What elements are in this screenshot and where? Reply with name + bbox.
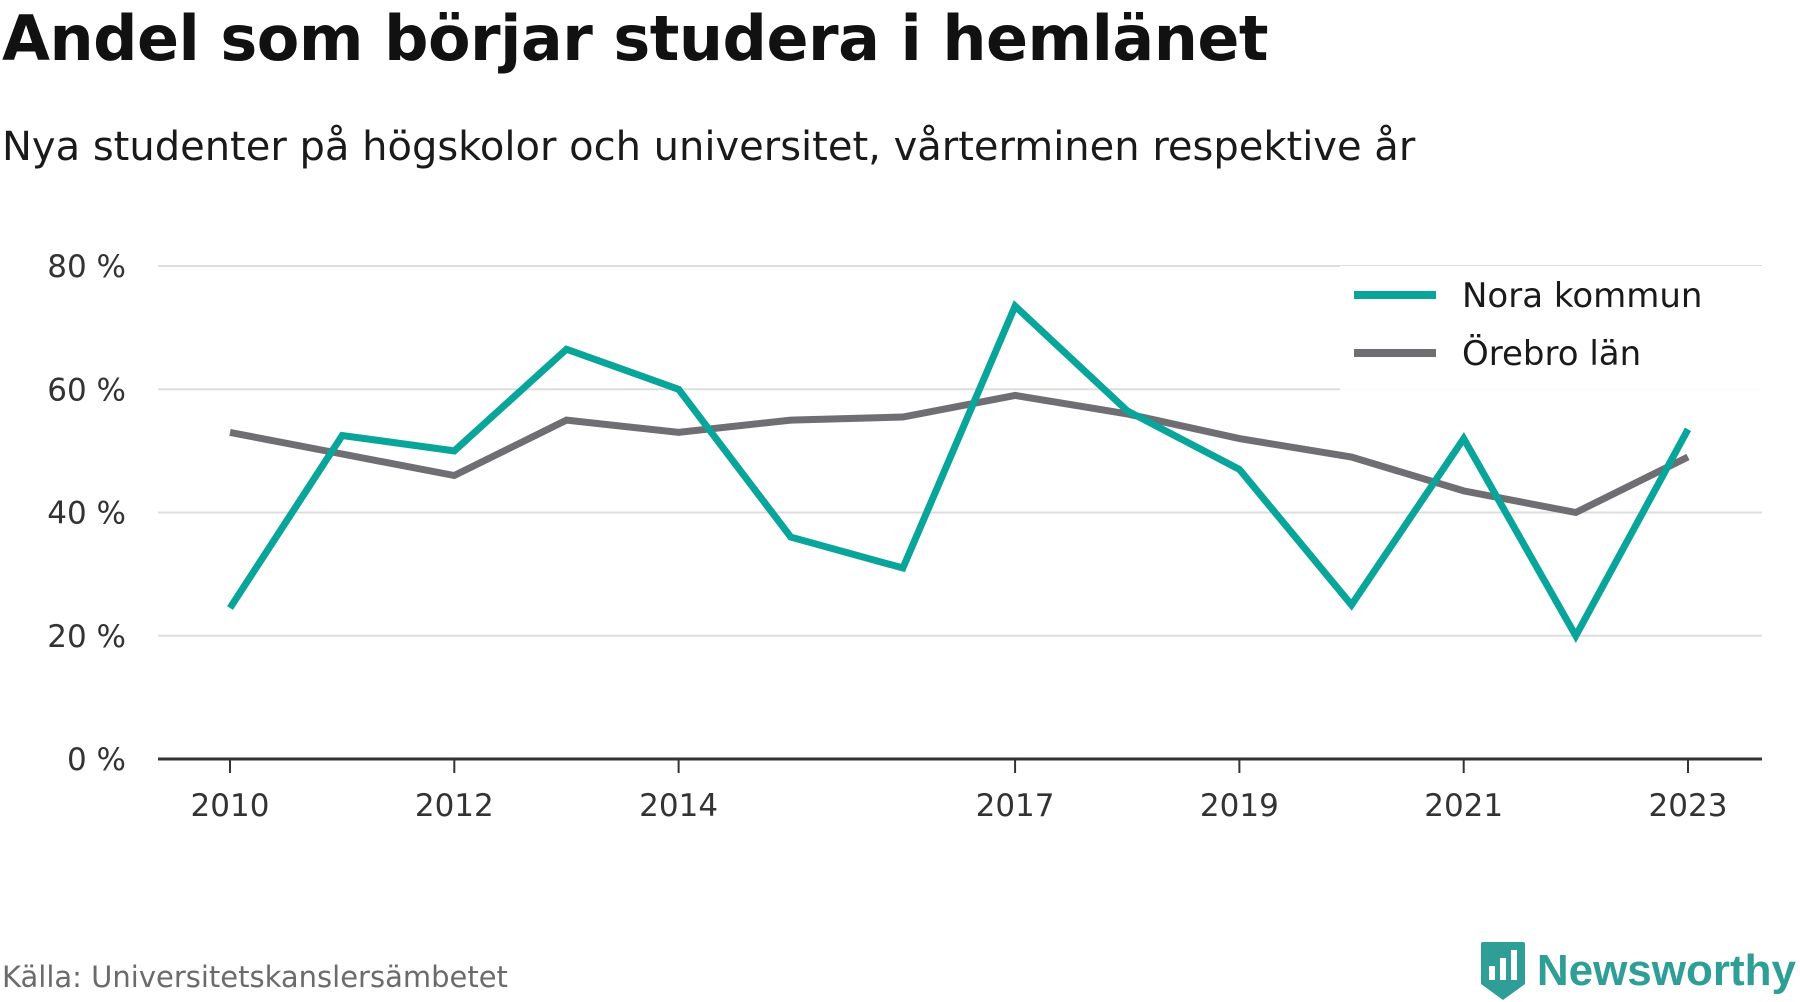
chart-subtitle: Nya studenter på högskolor och universit… <box>2 124 1416 170</box>
x-tick-label: 2023 <box>1649 788 1728 824</box>
y-tick-label: 20 % <box>47 619 126 655</box>
x-tick-label: 2019 <box>1200 788 1279 824</box>
x-tick-label: 2014 <box>639 788 718 824</box>
chart-title: Andel som börjar studera i hemlänet <box>2 2 1269 75</box>
legend: Nora kommun Örebro län <box>1340 266 1762 392</box>
bar-chart-badge-icon <box>1480 942 1525 1000</box>
x-tick-label: 2021 <box>1424 788 1503 824</box>
brand-logo: Newsworthy <box>1479 940 1796 1002</box>
x-tick-label: 2017 <box>976 788 1055 824</box>
line-chart: 0 % 20 % 40 % 60 % 80 % 2010 2012 2014 2017 2019… <box>47 249 1762 824</box>
source-note: Källa: Universitetskanslersämbetet <box>2 960 508 994</box>
legend-label: Nora kommun <box>1462 276 1702 316</box>
x-tick-label: 2010 <box>191 788 270 824</box>
y-tick-label: 0 % <box>67 742 126 778</box>
y-tick-label: 40 % <box>47 496 126 532</box>
legend-background <box>1340 266 1762 392</box>
x-tick-label: 2012 <box>415 788 494 824</box>
y-tick-label: 80 % <box>47 249 126 285</box>
brand-name: Newsworthy <box>1536 946 1796 995</box>
series-lines <box>227 300 1692 644</box>
x-axis-ticks: 2010 2012 2014 2017 2019 2021 2023 <box>191 759 1728 824</box>
series-line-nora-kommun <box>227 300 1692 644</box>
y-axis-ticks: 0 % 20 % 40 % 60 % 80 % <box>47 249 126 778</box>
series-line-orebro-lan <box>229 391 1690 517</box>
y-tick-label: 60 % <box>47 372 126 408</box>
legend-label: Örebro län <box>1462 333 1641 374</box>
